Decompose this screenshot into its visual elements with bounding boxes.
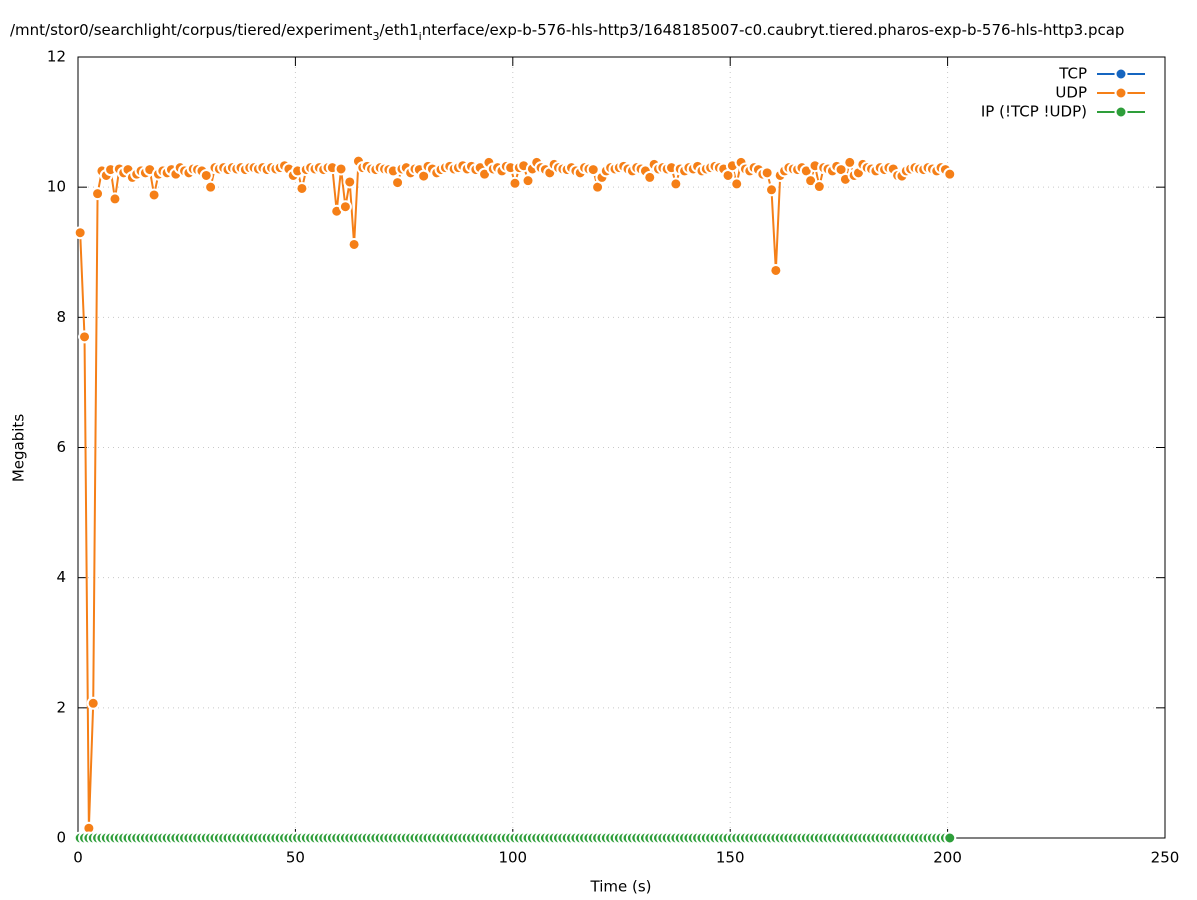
data-point: [147, 188, 161, 202]
y-tick-label: 6: [56, 438, 66, 456]
data-point: [730, 177, 744, 191]
data-point: [669, 177, 683, 191]
data-point: [804, 174, 818, 188]
data-point: [643, 170, 657, 184]
data-point: [86, 696, 100, 710]
data-point: [204, 180, 218, 194]
data-point: [73, 226, 87, 240]
data-point: [943, 831, 957, 845]
data-point: [347, 237, 361, 251]
data-point: [78, 330, 92, 344]
legend-marker: [1114, 105, 1128, 119]
y-tick-label: 8: [56, 308, 66, 326]
series-line: [79, 158, 951, 829]
data-point: [108, 192, 122, 206]
legend-label: UDP: [1055, 84, 1087, 102]
y-tick-label: 2: [56, 698, 66, 716]
x-tick-label: 0: [73, 849, 83, 867]
data-point: [199, 168, 213, 182]
data-point: [760, 166, 774, 180]
data-point: [91, 187, 105, 201]
legend-marker: [1114, 67, 1128, 81]
data-point: [343, 175, 357, 189]
legend-label: IP (!TCP !UDP): [981, 103, 1087, 121]
x-tick-label: 250: [1151, 849, 1180, 867]
y-axis-label: Megabits: [10, 414, 28, 482]
title-part: /eth1: [379, 21, 418, 39]
data-point: [508, 176, 522, 190]
x-axis-label: Time (s): [590, 878, 652, 896]
legend-marker: [1114, 86, 1128, 100]
y-tick-label: 0: [56, 829, 66, 847]
y-tick-label: 12: [47, 48, 66, 66]
data-point: [843, 155, 857, 169]
data-point: [769, 263, 783, 277]
data-point: [586, 163, 600, 177]
title-subscript: 3: [372, 30, 379, 43]
data-point: [338, 200, 352, 214]
data-point: [295, 181, 309, 195]
data-point: [334, 162, 348, 176]
title-part: /mnt/stor0/searchlight/corpus/tiered/exp…: [10, 21, 373, 39]
chart-title: /mnt/stor0/searchlight/corpus/tiered/exp…: [10, 21, 1124, 43]
data-point: [521, 174, 535, 188]
data-point: [391, 176, 405, 190]
title-part: nterface/exp-b-576-hls-http3/1648185007-…: [422, 21, 1125, 39]
x-tick-label: 150: [716, 849, 745, 867]
data-point: [812, 180, 826, 194]
y-tick-label: 10: [47, 178, 66, 196]
x-tick-label: 200: [933, 849, 962, 867]
x-tick-label: 100: [498, 849, 527, 867]
data-point: [943, 167, 957, 181]
data-point: [765, 183, 779, 197]
x-tick-label: 50: [286, 849, 305, 867]
y-tick-label: 4: [56, 568, 66, 586]
title-subscript: i: [419, 30, 422, 43]
legend-label: TCP: [1058, 65, 1087, 83]
